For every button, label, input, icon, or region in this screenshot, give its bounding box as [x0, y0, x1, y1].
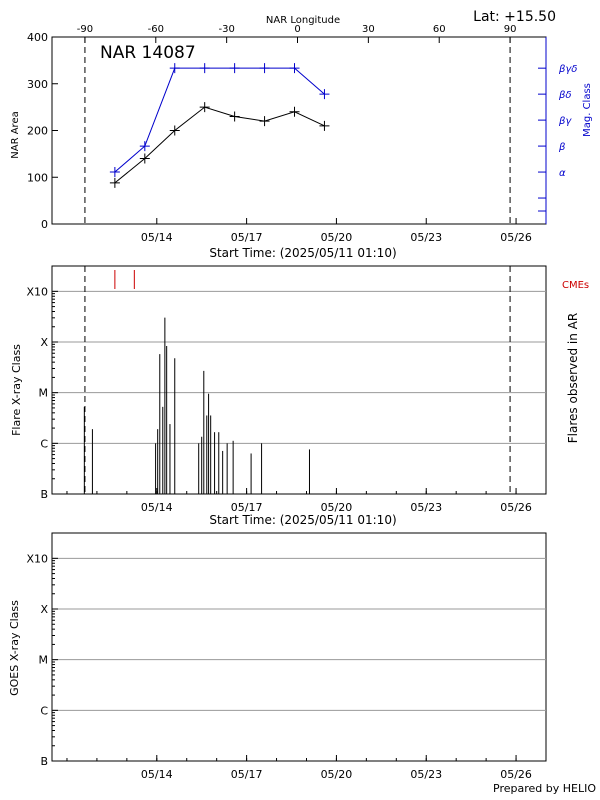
nar-area-ylabel: NAR Area	[10, 111, 21, 158]
flares-observed-ylabel: Flares observed in AR	[566, 313, 580, 443]
nar-start-time-label: Start Time: (2025/05/11 01:10)	[209, 246, 396, 260]
class-y-tick-label: X10	[26, 552, 48, 565]
area-x-tick-label: 05/23	[410, 231, 442, 244]
time-x-tick-label: 05/17	[231, 768, 263, 781]
goes-ylabel: GOES X-ray Class	[8, 600, 21, 696]
nar-area-point	[169, 125, 180, 136]
time-x-tick-label: 05/23	[410, 768, 442, 781]
flare-ylabel: Flare X-ray Class	[10, 344, 23, 436]
area-x-tick-label: 05/26	[500, 231, 532, 244]
class-y-tick-label: B	[40, 755, 48, 768]
nar-area-frame	[51, 36, 547, 225]
area-y-tick-label: 200	[27, 125, 48, 138]
mag-class-point	[319, 89, 330, 100]
nar-area-point	[109, 177, 120, 188]
time-x-tick-label: 05/14	[141, 768, 173, 781]
mag-class-tick-label: α	[559, 168, 566, 179]
nar-area-point	[229, 111, 240, 122]
nar-longitude-label: NAR Longitude	[266, 15, 340, 26]
mag-class-point	[139, 141, 150, 152]
mag-class-tick-label: βγ	[558, 116, 572, 127]
flare-start-time-label: Start Time: (2025/05/11 01:10)	[209, 513, 396, 527]
nar-area-point	[259, 116, 270, 127]
class-y-tick-label: M	[39, 387, 49, 400]
mag-class-point	[259, 63, 270, 74]
mag-class-point	[289, 63, 300, 74]
nar-area-panel: NAR 14087 NAR Longitude NAR Area Mag. Cl…	[10, 15, 593, 260]
class-y-tick-label: M	[39, 654, 49, 667]
time-x-tick-label: 05/17	[231, 501, 263, 514]
area-x-tick-label: 05/17	[231, 231, 263, 244]
nar-area-line	[114, 106, 325, 184]
longitude-tick-label: 0	[294, 24, 300, 35]
nar-area-point	[319, 120, 330, 131]
nar-area-point	[139, 153, 150, 164]
latitude-label: Lat: +15.50	[473, 9, 556, 25]
longitude-tick-label: 30	[362, 24, 375, 35]
area-x-tick-label: 05/14	[141, 231, 173, 244]
flare-frame	[51, 265, 547, 495]
area-x-tick-label: 05/20	[321, 231, 353, 244]
flare-panel: Flare X-ray Class Flares observed in AR …	[10, 265, 589, 527]
cme-label: CMEs	[562, 280, 589, 291]
nar-title: NAR 14087	[100, 43, 196, 63]
nar-area-point	[289, 106, 300, 117]
time-x-tick-label: 05/26	[500, 768, 532, 781]
mag-class-point	[199, 63, 210, 74]
area-y-tick-label: 100	[27, 171, 48, 184]
prepared-by-label: Prepared by HELIO	[493, 782, 596, 795]
longitude-tick-label: -90	[77, 24, 93, 35]
time-x-tick-label: 05/20	[321, 768, 353, 781]
nar-area-point	[199, 102, 210, 113]
time-x-tick-label: 05/20	[321, 501, 353, 514]
class-y-tick-label: C	[40, 704, 48, 717]
mag-class-point	[109, 167, 120, 178]
time-x-tick-label: 05/26	[500, 501, 532, 514]
area-y-tick-label: 0	[41, 218, 48, 231]
longitude-tick-label: 60	[433, 24, 446, 35]
time-x-tick-label: 05/23	[410, 501, 442, 514]
mag-class-tick-label: β	[558, 142, 566, 153]
class-y-tick-label: B	[40, 488, 48, 501]
mag-class-point	[229, 63, 240, 74]
longitude-tick-label: -60	[148, 24, 164, 35]
longitude-tick-label: -30	[218, 24, 234, 35]
time-x-tick-label: 05/14	[141, 501, 173, 514]
mag-class-ylabel: Mag. Class	[582, 83, 593, 137]
longitude-tick-label: 90	[504, 24, 517, 35]
area-y-tick-label: 400	[27, 31, 48, 44]
goes-panel: GOES X-ray Class B C M X X10 05/14 05/17 05/20 0…	[8, 532, 547, 781]
class-y-tick-label: C	[40, 437, 48, 450]
mag-class-point	[169, 63, 180, 74]
mag-class-tick-label: βγδ	[558, 64, 577, 75]
goes-frame	[51, 532, 547, 762]
class-y-tick-label: X	[40, 603, 48, 616]
class-y-tick-label: X	[40, 336, 48, 349]
area-y-tick-label: 300	[27, 78, 48, 91]
class-y-tick-label: X10	[26, 285, 48, 298]
mag-class-tick-label: βδ	[558, 90, 572, 101]
